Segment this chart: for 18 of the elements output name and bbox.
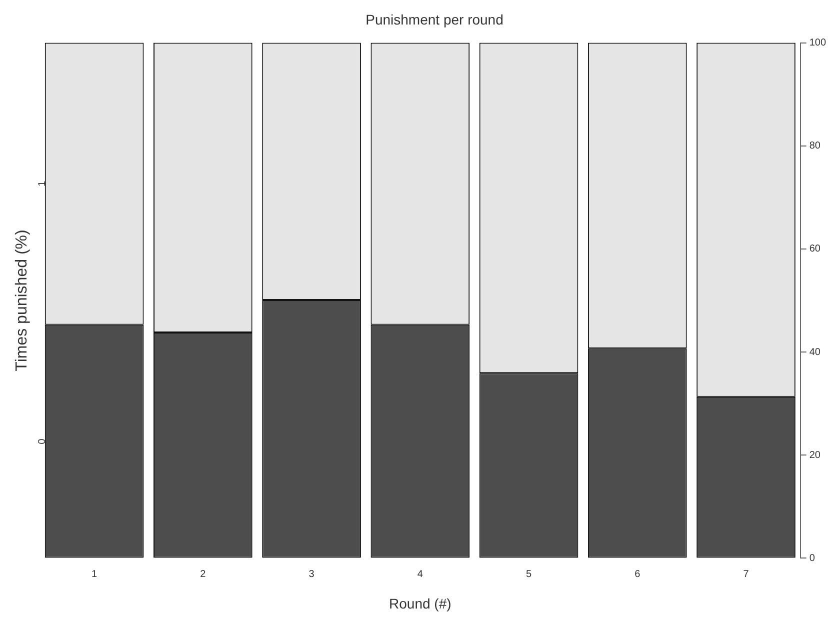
x-axis-title: Round (#) bbox=[389, 595, 452, 612]
x-tick-label: 5 bbox=[526, 568, 532, 580]
y-tick-label: 100 bbox=[809, 38, 826, 49]
x-tick-label: 2 bbox=[200, 568, 206, 580]
chart-title: Punishment per round bbox=[366, 11, 504, 28]
y-tick-label: 40 bbox=[809, 346, 821, 358]
text: 0 bbox=[36, 438, 48, 444]
text: 1 bbox=[36, 180, 48, 187]
y-tick-label: 80 bbox=[809, 140, 821, 152]
x-tick-label: 6 bbox=[634, 568, 641, 580]
x-tick-label: 4 bbox=[417, 568, 424, 580]
y-tick-label: 20 bbox=[809, 450, 821, 461]
x-tick-label: 1 bbox=[92, 568, 98, 580]
y-axis-title: Times punished (%) bbox=[13, 230, 30, 372]
y-tick-label: 60 bbox=[809, 244, 821, 255]
y-tick-label: 0 bbox=[809, 552, 816, 564]
x-tick-label: 3 bbox=[308, 568, 315, 580]
x-tick-label: 7 bbox=[743, 568, 750, 580]
